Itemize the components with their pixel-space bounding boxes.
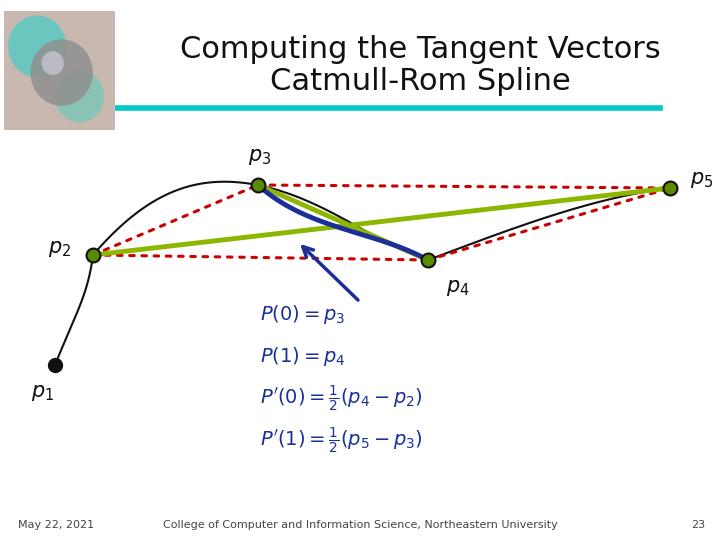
Circle shape — [8, 16, 66, 77]
Text: $P'(1) = \frac{1}{2}(p_5 - p_3)$: $P'(1) = \frac{1}{2}(p_5 - p_3)$ — [260, 426, 423, 456]
Circle shape — [55, 70, 104, 123]
Text: $p_2$: $p_2$ — [48, 239, 71, 259]
Text: $p_5$: $p_5$ — [690, 170, 714, 190]
Text: College of Computer and Information Science, Northeastern University: College of Computer and Information Scie… — [163, 520, 557, 530]
Text: $P(0) = p_3$: $P(0) = p_3$ — [260, 303, 346, 327]
Text: May 22, 2021: May 22, 2021 — [18, 520, 94, 530]
Text: $p_1$: $p_1$ — [32, 383, 55, 403]
Circle shape — [30, 39, 93, 106]
Text: $P'(0) = \frac{1}{2}(p_4 - p_2)$: $P'(0) = \frac{1}{2}(p_4 - p_2)$ — [260, 384, 423, 414]
Text: Catmull-Rom Spline: Catmull-Rom Spline — [269, 68, 570, 97]
Text: $p_3$: $p_3$ — [248, 147, 271, 167]
Text: $P(1) = p_4$: $P(1) = p_4$ — [260, 346, 346, 368]
Text: $p_4$: $p_4$ — [446, 278, 469, 298]
Text: Computing the Tangent Vectors: Computing the Tangent Vectors — [179, 36, 660, 64]
Text: 23: 23 — [691, 520, 705, 530]
Circle shape — [42, 51, 64, 75]
